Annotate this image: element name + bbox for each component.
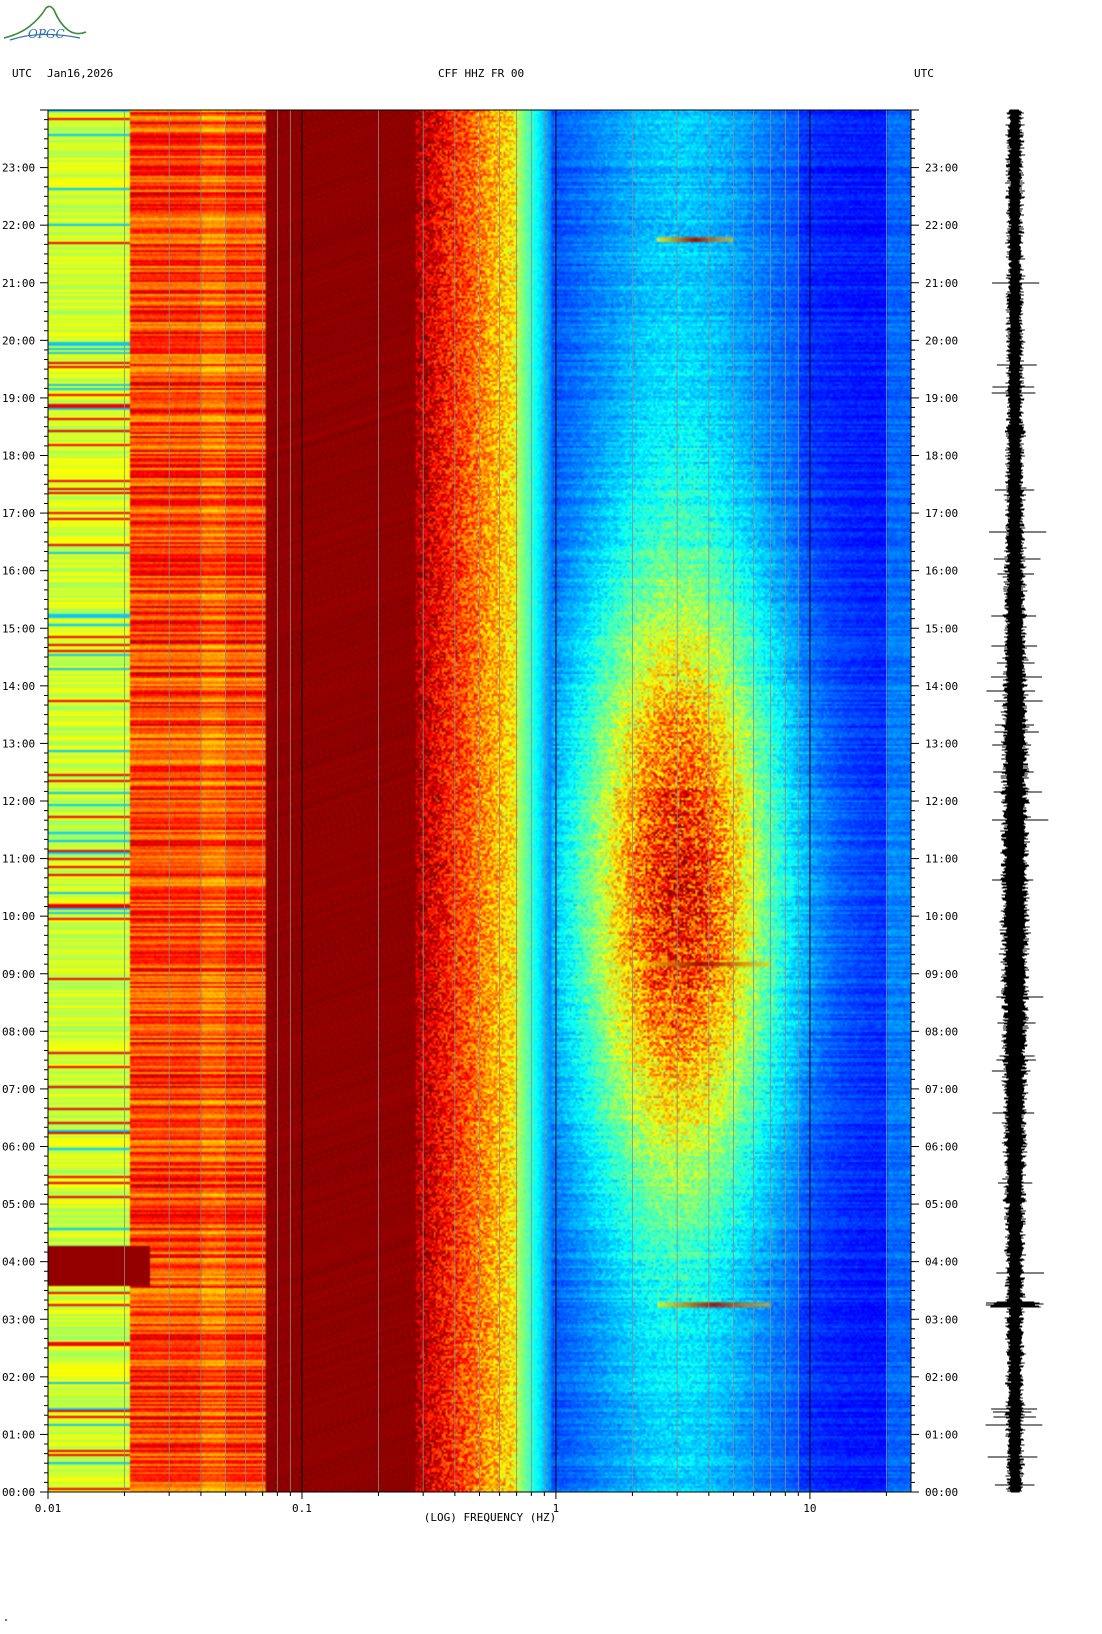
- time-tick-label-right: 09:00: [925, 968, 958, 981]
- seismogram-path: [985, 109, 1049, 1493]
- time-tick-label-right: 16:00: [925, 565, 958, 578]
- time-tick-label-right: 17:00: [925, 507, 958, 520]
- time-tick-label-right: 01:00: [925, 1428, 958, 1441]
- time-tick-label-left: 11:00: [2, 853, 35, 866]
- frequency-gridlines: [124, 110, 887, 1492]
- time-tick-label-left: 13:00: [2, 737, 35, 750]
- frequency-axis: 0.01 0.1 1 10: [35, 1492, 887, 1515]
- time-tick-label-left: 12:00: [2, 795, 35, 808]
- header-utc-left: UTC: [12, 67, 32, 80]
- time-tick-label-right: 23:00: [925, 162, 958, 175]
- corner-mark: ": [4, 1618, 9, 1626]
- time-tick-label-right: 00:00: [925, 1486, 958, 1499]
- time-tick-label-right: 18:00: [925, 450, 958, 463]
- time-tick-label-right: 06:00: [925, 1141, 958, 1154]
- time-tick-label-right: 12:00: [925, 795, 958, 808]
- time-tick-label-left: 15:00: [2, 622, 35, 635]
- time-tick-label-right: 13:00: [925, 737, 958, 750]
- time-tick-label-left: 14:00: [2, 680, 35, 693]
- time-tick-label-left: 03:00: [2, 1313, 35, 1326]
- header-utc-right: UTC: [914, 67, 934, 80]
- time-tick-label-right: 10:00: [925, 910, 958, 923]
- time-tick-label-right: 22:00: [925, 219, 958, 232]
- time-tick-label-left: 23:00: [2, 162, 35, 175]
- time-tick-label-left: 07:00: [2, 1083, 35, 1096]
- time-tick-label-left: 18:00: [2, 450, 35, 463]
- frequency-tick-label: 0.01: [35, 1502, 62, 1515]
- time-tick-label-right: 15:00: [925, 622, 958, 635]
- time-tick-label-left: 09:00: [2, 968, 35, 981]
- time-tick-label-left: 06:00: [2, 1141, 35, 1154]
- time-tick-label-right: 08:00: [925, 1025, 958, 1038]
- time-tick-label-left: 10:00: [2, 910, 35, 923]
- time-tick-label-left: 20:00: [2, 334, 35, 347]
- time-tick-label-right: 03:00: [925, 1313, 958, 1326]
- time-tick-label-right: 04:00: [925, 1256, 958, 1269]
- time-tick-label-left: 21:00: [2, 277, 35, 290]
- time-tick-label-left: 22:00: [2, 219, 35, 232]
- time-tick-label-left: 17:00: [2, 507, 35, 520]
- opgc-logo: OPGC: [3, 5, 87, 41]
- time-tick-label-right: 11:00: [925, 853, 958, 866]
- time-tick-label-left: 05:00: [2, 1198, 35, 1211]
- time-tick-label-right: 21:00: [925, 277, 958, 290]
- time-tick-label-right: 14:00: [925, 680, 958, 693]
- time-tick-label-left: 02:00: [2, 1371, 35, 1384]
- time-tick-label-right: 19:00: [925, 392, 958, 405]
- time-tick-label-left: 16:00: [2, 565, 35, 578]
- time-tick-label-right: 20:00: [925, 334, 958, 347]
- x-axis-label: (LOG) FREQUENCY (HZ): [424, 1511, 556, 1524]
- time-tick-label-right: 07:00: [925, 1083, 958, 1096]
- time-tick-label-left: 00:00: [2, 1486, 35, 1499]
- logo-volcano-icon: [3, 5, 87, 39]
- time-tick-label-right: 05:00: [925, 1198, 958, 1211]
- time-tick-label-left: 01:00: [2, 1428, 35, 1441]
- time-tick-label-left: 19:00: [2, 392, 35, 405]
- logo-text: OPGC: [28, 27, 65, 41]
- frequency-tick-label: 10: [803, 1502, 816, 1515]
- header-date: Jan16,2026: [47, 67, 114, 80]
- time-tick-label-right: 02:00: [925, 1371, 958, 1384]
- chart-title: CFF HHZ FR 00: [438, 67, 525, 80]
- time-tick-label-left: 08:00: [2, 1025, 35, 1038]
- frequency-tick-label: 0.1: [292, 1502, 312, 1515]
- seismogram-waveform: [985, 109, 1049, 1493]
- time-tick-label-left: 04:00: [2, 1256, 35, 1269]
- frequency-tick-label: 1: [553, 1502, 560, 1515]
- logo-swoosh-icon: [9, 33, 81, 41]
- time-axis: 00:00 00:00 01:00 01:00 02:00 02:00 03:00 03:00…: [2, 109, 958, 1499]
